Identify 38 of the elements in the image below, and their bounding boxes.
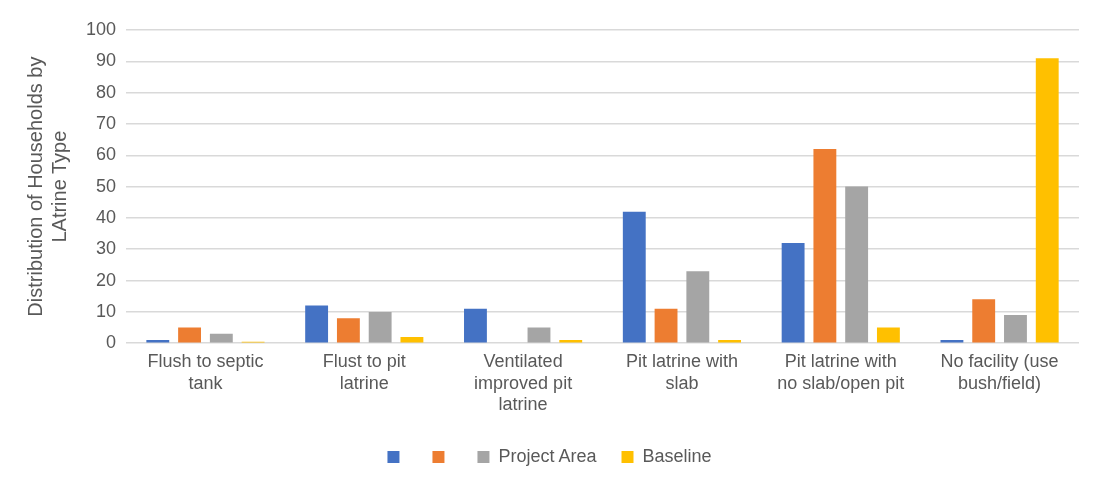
bar — [527, 327, 551, 343]
bar — [813, 149, 837, 343]
bar — [686, 271, 710, 343]
y-axis-title: Distribution of Households by LAtrine Type — [23, 56, 70, 317]
bar — [178, 327, 201, 343]
x-tick-label: Pit latrine with slab — [625, 350, 738, 393]
y-tick-label: 30 — [96, 238, 117, 259]
y-tick-label: 50 — [96, 175, 117, 196]
x-tick-label: Flush to septic tank — [147, 350, 264, 393]
y-tick-label: 40 — [96, 206, 117, 227]
bar — [305, 305, 329, 343]
x-tick-label: Ventilated improved pit latrine — [474, 350, 573, 415]
x-tick-label: Pit latrine with no slab/open pit — [777, 350, 905, 393]
y-tick-label: 100 — [85, 18, 117, 39]
bar — [336, 318, 360, 343]
legend-label: Baseline — [642, 445, 712, 466]
bar — [845, 186, 869, 343]
bar — [1004, 315, 1027, 343]
y-tick-label: 0 — [106, 332, 117, 353]
y-tick-label: 90 — [96, 50, 117, 71]
bar — [781, 242, 805, 343]
bar — [400, 336, 424, 343]
bar — [209, 333, 233, 343]
x-tick-label: Flust to pit latrine — [322, 350, 406, 393]
y-tick-label: 60 — [96, 144, 117, 165]
bar — [876, 327, 900, 343]
bar — [622, 211, 646, 343]
legend-label: Project Area — [498, 445, 598, 466]
y-tick-label: 70 — [96, 112, 117, 133]
y-tick-label: 80 — [96, 81, 117, 102]
bar — [464, 308, 487, 343]
x-tick-label: No facility (use bush/field) — [940, 350, 1059, 393]
bar — [654, 308, 678, 343]
bar — [1035, 58, 1059, 343]
y-tick-label: 10 — [96, 300, 117, 321]
bar — [368, 311, 392, 343]
y-tick-label: 20 — [96, 269, 117, 290]
bar — [972, 299, 996, 343]
